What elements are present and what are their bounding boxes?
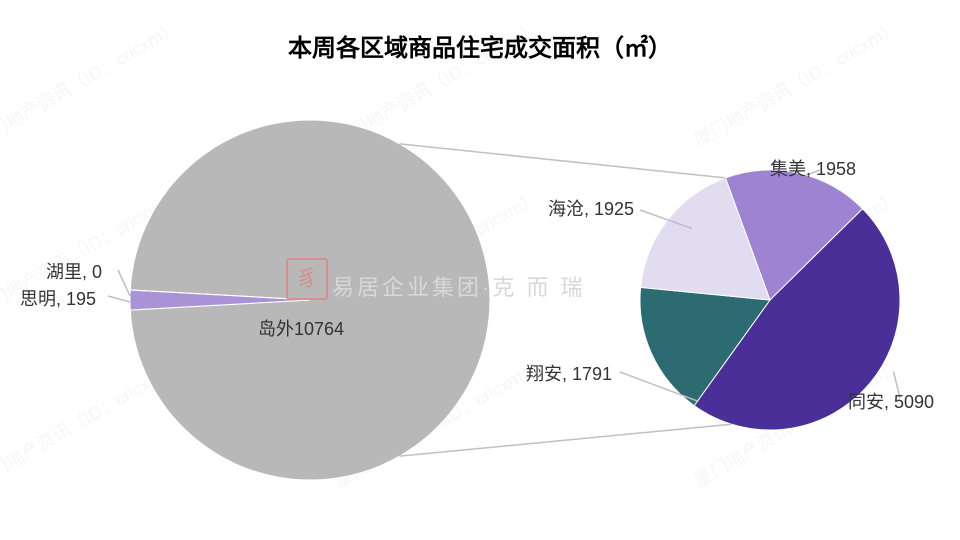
- label-xiangan: 翔安, 1791: [526, 360, 612, 386]
- connector-line: [108, 296, 130, 302]
- svg-text:豸: 豸: [296, 266, 318, 291]
- watermark-seal-icon: 豸: [286, 258, 328, 300]
- watermark-center: 易居企业集团·克 而 瑞: [332, 270, 586, 302]
- label-huli: 湖里, 0: [46, 258, 102, 284]
- connector-line: [400, 424, 732, 456]
- connector-line: [400, 144, 726, 178]
- label-tongan: 同安, 5090: [848, 388, 934, 414]
- label-siming: 思明, 195: [20, 285, 96, 311]
- label-haicang: 海沧, 1925: [548, 195, 634, 221]
- connector-line: [118, 270, 130, 296]
- label-jimei: 集美, 1958: [770, 155, 856, 181]
- label-daowai: 岛外10764: [258, 315, 344, 341]
